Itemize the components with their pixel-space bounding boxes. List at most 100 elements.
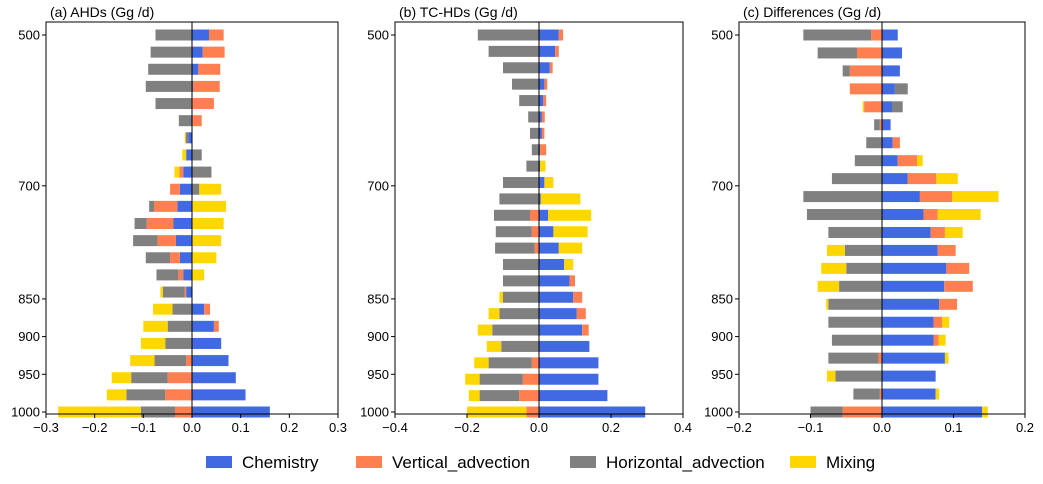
x-tick-label: 0.4 bbox=[674, 420, 692, 435]
y-tick-label: 500 bbox=[18, 28, 40, 43]
bar-chemistry bbox=[186, 286, 192, 298]
y-tick-label: 1000 bbox=[704, 405, 733, 420]
bar-mixing bbox=[468, 390, 480, 402]
bar-mixing bbox=[544, 177, 554, 189]
bar-vertical-advection bbox=[540, 144, 547, 156]
bar-horizontal-advection bbox=[501, 340, 539, 352]
bar-chemistry bbox=[539, 275, 570, 287]
bar-chemistry bbox=[179, 252, 192, 264]
bar-chemistry bbox=[539, 111, 542, 123]
bar-chemistry bbox=[882, 47, 903, 59]
bar-horizontal-advection bbox=[828, 316, 883, 328]
bar-vertical-advection bbox=[892, 137, 900, 149]
bar-mixing bbox=[935, 388, 940, 400]
bar-chemistry bbox=[192, 389, 246, 401]
bar-horizontal-advection bbox=[806, 209, 882, 221]
bar-mixing bbox=[474, 357, 489, 369]
bar-vertical-advection bbox=[202, 46, 225, 58]
y-tick-label: 700 bbox=[367, 178, 389, 193]
bar-vertical-advection bbox=[555, 45, 559, 57]
bar-horizontal-advection bbox=[488, 45, 539, 57]
bar-vertical-advection bbox=[186, 355, 192, 367]
bar-mixing bbox=[821, 262, 847, 274]
bar-mixing bbox=[936, 173, 958, 185]
bar-mixing bbox=[488, 308, 500, 320]
bar-chemistry bbox=[539, 127, 542, 139]
bar-chemistry bbox=[882, 226, 931, 238]
x-tick-label: −0.1 bbox=[798, 420, 824, 435]
bar-vertical-advection bbox=[576, 308, 586, 320]
bar-chemistry bbox=[882, 298, 940, 310]
bar-mixing bbox=[192, 252, 217, 264]
bar-horizontal-advection bbox=[488, 357, 532, 369]
x-tick-label: 0.0 bbox=[530, 420, 548, 435]
bar-vertical-advection bbox=[930, 226, 945, 238]
bar-horizontal-advection bbox=[528, 111, 539, 123]
bar-chemistry bbox=[882, 244, 938, 256]
panel-3: −0.2 −0.1 0.0 0.1 0.2 500 700 850 900 950 1000 (c) … bbox=[704, 4, 1034, 435]
bar-vertical-advection bbox=[582, 324, 589, 336]
bar-chemistry bbox=[179, 183, 192, 195]
bar-horizontal-advection bbox=[154, 355, 187, 367]
bar-vertical-advection bbox=[939, 298, 958, 310]
bar-horizontal-advection bbox=[531, 144, 539, 156]
legend-swatch-vertical-advection bbox=[356, 456, 382, 468]
bar-chemistry bbox=[539, 324, 583, 336]
x-tick-label: −0.4 bbox=[382, 420, 408, 435]
bar-vertical-advection bbox=[170, 183, 180, 195]
bar-mixing bbox=[140, 337, 166, 349]
legend-label-vertical-advection: Vertical_advection bbox=[392, 453, 530, 472]
bar-chemistry bbox=[882, 334, 934, 346]
bar-mixing bbox=[184, 132, 186, 144]
bar-chemistry bbox=[539, 226, 554, 238]
bar-mixing bbox=[938, 334, 946, 346]
bar-chemistry bbox=[188, 132, 192, 144]
y-tick-label: 1000 bbox=[11, 405, 40, 420]
bar-vertical-advection bbox=[170, 252, 180, 264]
bar-horizontal-advection bbox=[495, 242, 535, 254]
bar-chemistry bbox=[539, 29, 559, 41]
bar-horizontal-advection bbox=[134, 218, 147, 229]
bar-horizontal-advection bbox=[846, 262, 882, 274]
bar-mixing bbox=[486, 340, 502, 352]
bar-chemistry bbox=[539, 209, 548, 221]
bar-vertical-advection bbox=[209, 29, 224, 41]
bar-vertical-advection bbox=[871, 29, 882, 41]
bar-chemistry bbox=[539, 62, 550, 74]
bar-horizontal-advection bbox=[874, 119, 880, 131]
x-tick-label: −0.1 bbox=[130, 420, 156, 435]
bar-vertical-advection bbox=[933, 316, 943, 328]
bar-chemistry bbox=[192, 303, 205, 315]
bar-vertical-advection bbox=[213, 320, 219, 332]
bar-mixing bbox=[937, 209, 981, 221]
bar-chemistry bbox=[882, 316, 934, 328]
bar-horizontal-advection bbox=[530, 127, 539, 139]
bar-mixing bbox=[826, 244, 845, 256]
bar-mixing bbox=[477, 324, 493, 336]
bar-horizontal-advection bbox=[148, 63, 192, 75]
bar-mixing bbox=[826, 370, 836, 382]
bar-horizontal-advection bbox=[499, 193, 539, 205]
legend-swatch-chemistry bbox=[206, 456, 232, 468]
panel-1: −0.3 −0.2 −0.1 0.0 0.1 0.2 0.3 500 700 850 900 950 1… bbox=[11, 4, 347, 435]
bar-horizontal-advection bbox=[831, 334, 882, 346]
bar-chemistry bbox=[882, 191, 920, 203]
bar-chemistry bbox=[539, 258, 565, 270]
bar-mixing bbox=[540, 160, 546, 172]
bar-vertical-advection bbox=[864, 101, 883, 113]
bar-mixing bbox=[111, 372, 132, 384]
bar-chemistry bbox=[192, 337, 222, 349]
bar-chemistry bbox=[539, 45, 556, 57]
bar-horizontal-advection bbox=[149, 200, 155, 212]
panel-title: (b) TC-HDs (Gg /d) bbox=[399, 4, 518, 20]
bar-chemistry bbox=[539, 340, 590, 352]
bar-horizontal-advection bbox=[503, 275, 539, 287]
bar-chemistry bbox=[882, 173, 908, 185]
bar-mixing bbox=[58, 406, 141, 418]
bar-vertical-advection bbox=[522, 373, 539, 385]
bar-horizontal-advection bbox=[178, 115, 192, 127]
bar-vertical-advection bbox=[198, 63, 221, 75]
bar-horizontal-advection bbox=[803, 191, 882, 203]
bar-vertical-advection bbox=[543, 95, 547, 107]
